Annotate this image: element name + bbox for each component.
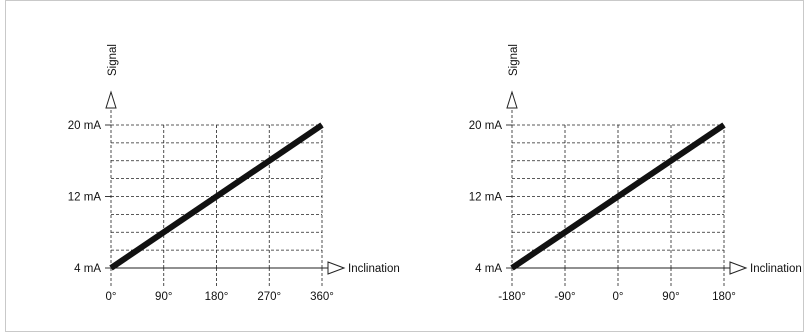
chart2-y-tick-label-1: 12 mA	[469, 192, 503, 204]
chart2-x-tick-label-3: 90°	[662, 291, 679, 303]
chart2-x-axis-title: Inclination	[750, 263, 802, 275]
chart1-y-tick-label-0: 4 mA	[74, 263, 101, 275]
chart2-series-line-0	[510, 122, 726, 271]
chart2-y-axis-arrow	[506, 90, 518, 109]
chart2-x-tick-label-1: -90°	[554, 291, 575, 303]
chart1-y-tick-label-1: 12 mA	[68, 192, 102, 204]
chart1-x-tick-label-1: 90°	[155, 291, 172, 303]
chart2-x-tick-label-0: -180°	[498, 291, 526, 303]
chart1-x-tick-label-0: 0°	[106, 291, 117, 303]
chart1-y-axis-arrow	[105, 90, 117, 109]
chart2-x-tick-label-2: 0°	[613, 291, 624, 303]
chart1-x-tick-label-3: 270°	[257, 291, 281, 303]
chart2-y-tick-label-2: 20 mA	[469, 120, 503, 132]
chart1-x-tick-label-4: 360°	[310, 291, 334, 303]
chart1-x-axis-arrow	[327, 261, 346, 275]
chart1-x-axis-title: Inclination	[348, 263, 400, 275]
chart2-y-axis-title: Signal	[508, 44, 520, 76]
chart2-x-axis-arrow	[729, 261, 748, 275]
chart2-y-tick-label-0: 4 mA	[475, 263, 502, 275]
chart1-x-tick-label-2: 180°	[205, 291, 229, 303]
chart2-x-tick-label-4: 180°	[712, 291, 736, 303]
chart1-y-tick-label-2: 20 mA	[68, 120, 102, 132]
chart1-series-line-0	[109, 122, 324, 271]
chart1-y-axis-title: Signal	[107, 44, 119, 76]
